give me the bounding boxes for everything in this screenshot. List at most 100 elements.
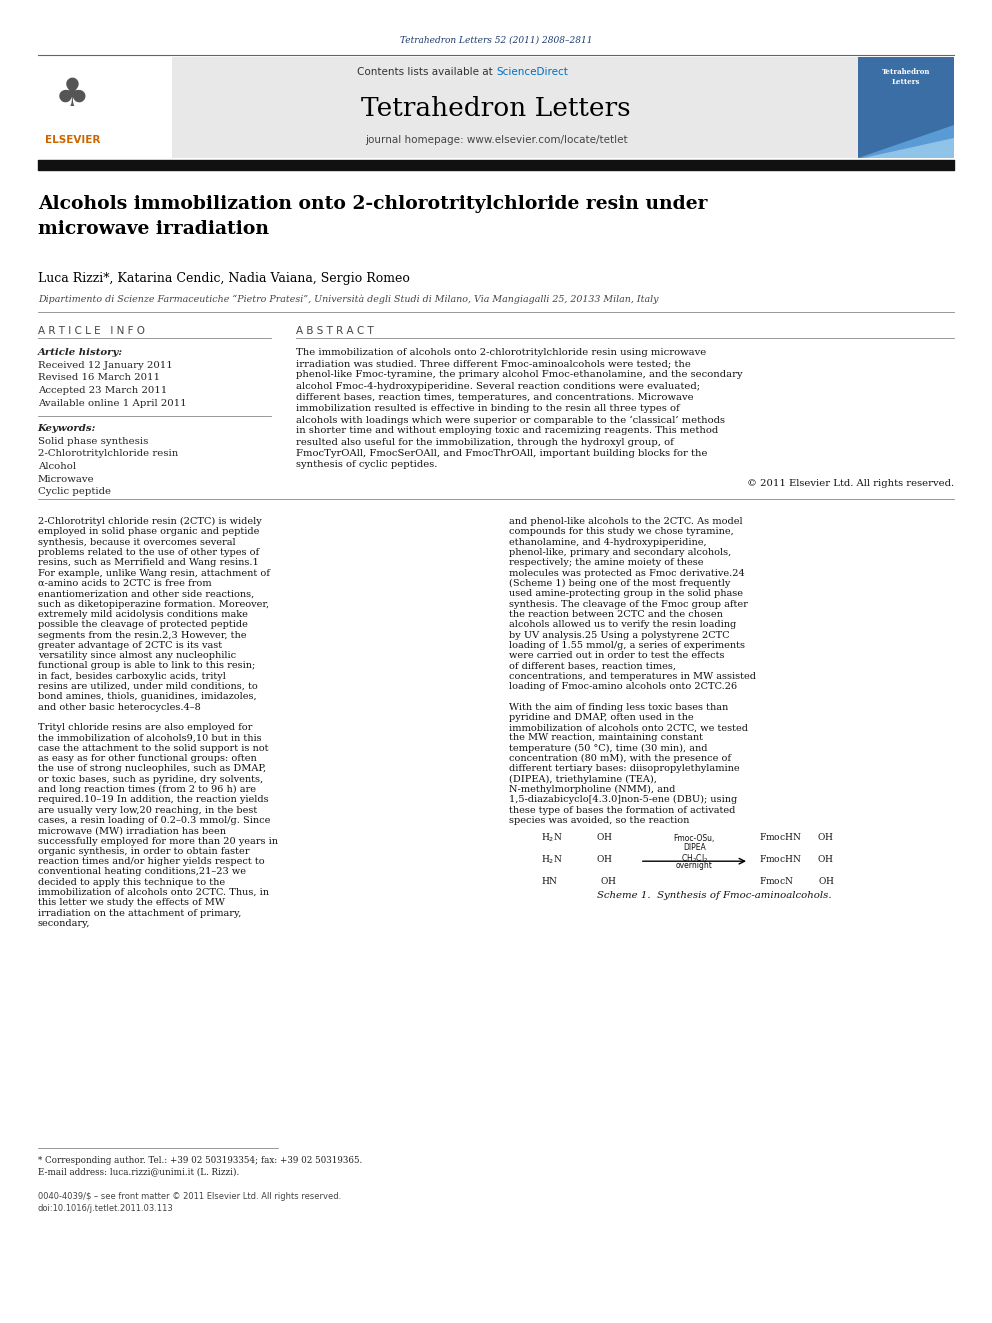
- Text: synthesis. The cleavage of the Fmoc group after: synthesis. The cleavage of the Fmoc grou…: [509, 599, 748, 609]
- Text: respectively; the amine moiety of these: respectively; the amine moiety of these: [509, 558, 703, 568]
- Text: or toxic bases, such as pyridine, dry solvents,: or toxic bases, such as pyridine, dry so…: [38, 775, 263, 783]
- Text: irradiation was studied. Three different Fmoc-aminoalcohols were tested; the: irradiation was studied. Three different…: [296, 360, 690, 368]
- Text: H$_2$N$\quad\quad\quad\quad$OH: H$_2$N$\quad\quad\quad\quad$OH: [541, 853, 613, 865]
- Text: 2-Chlorotrityl chloride resin (2CTC) is widely: 2-Chlorotrityl chloride resin (2CTC) is …: [38, 517, 262, 527]
- Text: (Scheme 1) being one of the most frequently: (Scheme 1) being one of the most frequen…: [509, 579, 730, 589]
- Text: overnight: overnight: [676, 861, 713, 871]
- Text: Accepted 23 March 2011: Accepted 23 March 2011: [38, 386, 167, 396]
- Text: phenol-like Fmoc-tyramine, the primary alcohol Fmoc-ethanolamine, and the second: phenol-like Fmoc-tyramine, the primary a…: [296, 370, 742, 380]
- Text: Received 12 January 2011: Received 12 January 2011: [38, 361, 173, 370]
- Text: Alcohol: Alcohol: [38, 462, 75, 471]
- Text: © 2011 Elsevier Ltd. All rights reserved.: © 2011 Elsevier Ltd. All rights reserved…: [747, 479, 954, 488]
- Polygon shape: [858, 124, 954, 157]
- Text: loading of 1.55 mmol/g, a series of experiments: loading of 1.55 mmol/g, a series of expe…: [509, 640, 745, 650]
- Text: 0040-4039/$ – see front matter © 2011 Elsevier Ltd. All rights reserved.: 0040-4039/$ – see front matter © 2011 El…: [38, 1192, 341, 1201]
- Text: employed in solid phase organic and peptide: employed in solid phase organic and pept…: [38, 528, 259, 537]
- Text: journal homepage: www.elsevier.com/locate/tetlet: journal homepage: www.elsevier.com/locat…: [365, 135, 627, 146]
- Text: For example, unlike Wang resin, attachment of: For example, unlike Wang resin, attachme…: [38, 569, 270, 578]
- Text: as easy as for other functional groups: often: as easy as for other functional groups: …: [38, 754, 257, 763]
- Text: extremely mild acidolysis conditions make: extremely mild acidolysis conditions mak…: [38, 610, 248, 619]
- Text: are usually very low,20 reaching, in the best: are usually very low,20 reaching, in the…: [38, 806, 257, 815]
- Text: Alcohols immobilization onto 2-chlorotritylchloride resin under
microwave irradi: Alcohols immobilization onto 2-chlorotri…: [38, 194, 707, 238]
- Text: the immobilization of alcohols9,10 but in this: the immobilization of alcohols9,10 but i…: [38, 733, 261, 742]
- Text: H$_2$N$\quad\quad\quad\quad$OH: H$_2$N$\quad\quad\quad\quad$OH: [541, 831, 613, 844]
- Text: bond amines, thiols, guanidines, imidazoles,: bond amines, thiols, guanidines, imidazo…: [38, 692, 256, 701]
- Text: resins, such as Merrifield and Wang resins.1: resins, such as Merrifield and Wang resi…: [38, 558, 259, 568]
- Text: HN$\quad\quad\quad\quad\quad$OH: HN$\quad\quad\quad\quad\quad$OH: [541, 876, 617, 886]
- Text: immobilization of alcohols onto 2CTC. Thus, in: immobilization of alcohols onto 2CTC. Th…: [38, 888, 269, 897]
- Text: Luca Rizzi*, Katarina Cendic, Nadia Vaiana, Sergio Romeo: Luca Rizzi*, Katarina Cendic, Nadia Vaia…: [38, 273, 410, 284]
- Text: N-methylmorpholine (NMM), and: N-methylmorpholine (NMM), and: [509, 785, 676, 794]
- Text: and other basic heterocycles.4–8: and other basic heterocycles.4–8: [38, 703, 200, 712]
- Text: Available online 1 April 2011: Available online 1 April 2011: [38, 398, 186, 407]
- Text: FmocTyrOAll, FmocSerOAll, and FmocThrOAll, important building blocks for the: FmocTyrOAll, FmocSerOAll, and FmocThrOAl…: [296, 448, 707, 458]
- Polygon shape: [863, 138, 954, 157]
- Text: ScienceDirect: ScienceDirect: [496, 67, 567, 77]
- Text: Tetrahedron: Tetrahedron: [882, 67, 930, 75]
- Text: by UV analysis.25 Using a polystyrene 2CTC: by UV analysis.25 Using a polystyrene 2C…: [509, 631, 729, 639]
- Text: used amine-protecting group in the solid phase: used amine-protecting group in the solid…: [509, 589, 743, 598]
- Text: concentrations, and temperatures in MW assisted: concentrations, and temperatures in MW a…: [509, 672, 756, 681]
- Text: FmocHN$\quad\quad$OH: FmocHN$\quad\quad$OH: [759, 853, 834, 864]
- Text: synthesis of cyclic peptides.: synthesis of cyclic peptides.: [296, 460, 437, 468]
- Text: immobilization resulted is effective in binding to the resin all three types of: immobilization resulted is effective in …: [296, 404, 680, 413]
- Text: concentration (80 mM), with the presence of: concentration (80 mM), with the presence…: [509, 754, 731, 763]
- Text: FmocN$\quad\quad\quad$OH: FmocN$\quad\quad\quad$OH: [759, 876, 835, 886]
- Text: organic synthesis, in order to obtain faster: organic synthesis, in order to obtain fa…: [38, 847, 249, 856]
- Text: A B S T R A C T: A B S T R A C T: [296, 325, 373, 336]
- Text: phenol-like, primary and secondary alcohols,: phenol-like, primary and secondary alcoh…: [509, 548, 731, 557]
- Text: Keywords:: Keywords:: [38, 423, 96, 433]
- Text: the use of strong nucleophiles, such as DMAP,: the use of strong nucleophiles, such as …: [38, 765, 266, 774]
- Text: α-amino acids to 2CTC is free from: α-amino acids to 2CTC is free from: [38, 579, 211, 587]
- Text: enantiomerization and other side reactions,: enantiomerization and other side reactio…: [38, 589, 254, 598]
- Text: alcohols allowed us to verify the resin loading: alcohols allowed us to verify the resin …: [509, 620, 736, 630]
- Text: such as diketopiperazine formation. Moreover,: such as diketopiperazine formation. More…: [38, 599, 269, 609]
- Text: secondary,: secondary,: [38, 919, 90, 927]
- Text: the reaction between 2CTC and the chosen: the reaction between 2CTC and the chosen: [509, 610, 723, 619]
- FancyBboxPatch shape: [858, 57, 954, 157]
- Text: 1,5-diazabicyclo[4.3.0]non-5-ene (DBU); using: 1,5-diazabicyclo[4.3.0]non-5-ene (DBU); …: [509, 795, 737, 804]
- Text: The immobilization of alcohols onto 2-chlorotritylchloride resin using microwave: The immobilization of alcohols onto 2-ch…: [296, 348, 706, 357]
- Text: Cyclic peptide: Cyclic peptide: [38, 487, 111, 496]
- Text: CH$_2$Cl$_2$: CH$_2$Cl$_2$: [681, 852, 708, 865]
- Text: possible the cleavage of protected peptide: possible the cleavage of protected pepti…: [38, 620, 248, 630]
- Text: Solid phase synthesis: Solid phase synthesis: [38, 437, 148, 446]
- Text: case the attachment to the solid support is not: case the attachment to the solid support…: [38, 744, 268, 753]
- Text: the MW reaction, maintaining constant: the MW reaction, maintaining constant: [509, 733, 703, 742]
- Text: synthesis, because it overcomes several: synthesis, because it overcomes several: [38, 538, 235, 546]
- Text: Contents lists available at: Contents lists available at: [357, 67, 496, 77]
- Text: Dipartimento di Scienze Farmaceutiche “Pietro Pratesi”, Università degli Studi d: Dipartimento di Scienze Farmaceutiche “P…: [38, 295, 659, 304]
- Text: Scheme 1.  Synthesis of Fmoc-aminoalcohols.: Scheme 1. Synthesis of Fmoc-aminoalcohol…: [597, 892, 831, 900]
- Text: Microwave: Microwave: [38, 475, 94, 483]
- Text: E-mail address: luca.rizzi@unimi.it (L. Rizzi).: E-mail address: luca.rizzi@unimi.it (L. …: [38, 1167, 239, 1176]
- Text: * Corresponding author. Tel.: +39 02 503193354; fax: +39 02 50319365.: * Corresponding author. Tel.: +39 02 503…: [38, 1156, 362, 1166]
- Text: With the aim of finding less toxic bases than: With the aim of finding less toxic bases…: [509, 703, 728, 712]
- Text: required.10–19 In addition, the reaction yields: required.10–19 In addition, the reaction…: [38, 795, 268, 804]
- Text: in fact, besides carboxylic acids, trityl: in fact, besides carboxylic acids, trity…: [38, 672, 225, 681]
- Text: these type of bases the formation of activated: these type of bases the formation of act…: [509, 806, 735, 815]
- Text: versatility since almost any nucleophilic: versatility since almost any nucleophili…: [38, 651, 236, 660]
- Text: Trityl chloride resins are also employed for: Trityl chloride resins are also employed…: [38, 724, 252, 732]
- Text: were carried out in order to test the effects: were carried out in order to test the ef…: [509, 651, 724, 660]
- Text: Revised 16 March 2011: Revised 16 March 2011: [38, 373, 160, 382]
- Text: microwave (MW) irradiation has been: microwave (MW) irradiation has been: [38, 826, 226, 835]
- Text: ♣: ♣: [55, 75, 90, 114]
- Text: resulted also useful for the immobilization, through the hydroxyl group, of: resulted also useful for the immobilizat…: [296, 438, 674, 447]
- Text: of different bases, reaction times,: of different bases, reaction times,: [509, 662, 676, 671]
- Text: Letters: Letters: [892, 78, 920, 86]
- Text: FmocHN$\quad\quad$OH: FmocHN$\quad\quad$OH: [759, 831, 834, 843]
- Text: Tetrahedron Letters 52 (2011) 2808–2811: Tetrahedron Letters 52 (2011) 2808–2811: [400, 36, 592, 45]
- Text: pyridine and DMAP, often used in the: pyridine and DMAP, often used in the: [509, 713, 693, 722]
- Text: problems related to the use of other types of: problems related to the use of other typ…: [38, 548, 259, 557]
- Text: 2-Chlorotritylchloride resin: 2-Chlorotritylchloride resin: [38, 450, 178, 459]
- Text: conventional heating conditions,21–23 we: conventional heating conditions,21–23 we: [38, 868, 246, 876]
- Text: species was avoided, so the reaction: species was avoided, so the reaction: [509, 816, 689, 826]
- Text: compounds for this study we chose tyramine,: compounds for this study we chose tyrami…: [509, 528, 734, 537]
- Text: different tertiary bases: diisopropylethylamine: different tertiary bases: diisopropyleth…: [509, 765, 739, 774]
- Text: this letter we study the effects of MW: this letter we study the effects of MW: [38, 898, 224, 908]
- Text: temperature (50 °C), time (30 min), and: temperature (50 °C), time (30 min), and: [509, 744, 707, 753]
- Text: greater advantage of 2CTC is its vast: greater advantage of 2CTC is its vast: [38, 640, 222, 650]
- Text: DIPEA: DIPEA: [683, 843, 705, 852]
- Text: successfully employed for more than 20 years in: successfully employed for more than 20 y…: [38, 836, 278, 845]
- Text: (DIPEA), triethylamine (TEA),: (DIPEA), triethylamine (TEA),: [509, 775, 657, 783]
